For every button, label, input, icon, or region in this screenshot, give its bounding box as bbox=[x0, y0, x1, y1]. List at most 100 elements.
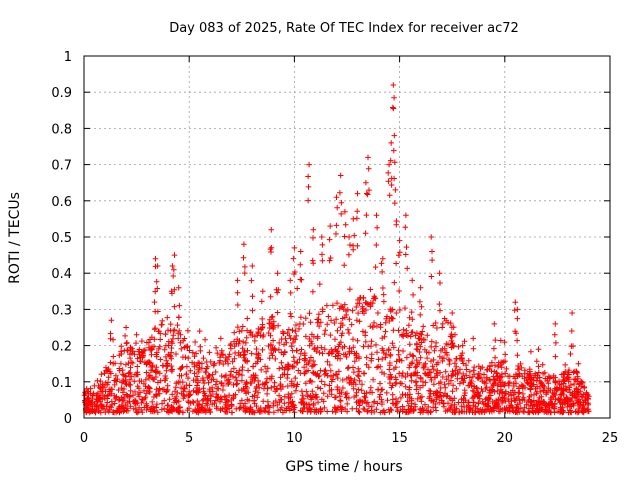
data-point bbox=[142, 347, 148, 353]
data-point bbox=[460, 371, 466, 377]
data-point bbox=[108, 317, 115, 324]
data-point bbox=[186, 405, 192, 411]
data-point bbox=[271, 318, 277, 325]
data-point bbox=[336, 341, 343, 347]
data-point bbox=[355, 310, 361, 316]
data-point bbox=[332, 336, 338, 342]
data-point bbox=[232, 391, 239, 398]
data-point bbox=[377, 391, 383, 398]
data-point bbox=[336, 305, 343, 312]
data-point bbox=[324, 408, 330, 415]
data-point bbox=[418, 398, 425, 405]
data-point bbox=[467, 374, 473, 381]
data-point bbox=[187, 368, 194, 374]
data-point bbox=[449, 368, 456, 374]
data-point bbox=[463, 372, 469, 379]
data-point bbox=[180, 338, 186, 344]
data-point bbox=[146, 344, 152, 351]
data-point bbox=[417, 406, 423, 412]
data-point bbox=[240, 323, 246, 330]
data-point bbox=[550, 393, 556, 400]
data-point bbox=[142, 383, 149, 390]
data-point bbox=[429, 257, 435, 263]
data-point bbox=[139, 354, 146, 361]
data-point bbox=[338, 389, 345, 396]
data-point bbox=[251, 392, 258, 399]
data-point bbox=[436, 380, 442, 387]
data-point bbox=[260, 288, 266, 295]
x-tick-label: 20 bbox=[497, 431, 514, 446]
data-point bbox=[471, 371, 477, 377]
data-point bbox=[551, 404, 557, 410]
data-point bbox=[196, 386, 203, 393]
data-point bbox=[303, 333, 309, 340]
data-point bbox=[253, 360, 259, 367]
data-point bbox=[141, 388, 147, 394]
data-point bbox=[377, 380, 383, 387]
data-point bbox=[374, 224, 380, 231]
data-point bbox=[514, 306, 521, 313]
data-point bbox=[155, 409, 161, 416]
data-point bbox=[514, 401, 520, 408]
data-point bbox=[454, 370, 461, 376]
data-point bbox=[226, 392, 232, 399]
data-point bbox=[363, 212, 370, 218]
data-point bbox=[370, 377, 376, 383]
data-point bbox=[449, 409, 456, 415]
data-point bbox=[277, 381, 284, 387]
data-point bbox=[408, 372, 415, 378]
data-point bbox=[344, 401, 350, 407]
data-point bbox=[131, 351, 138, 357]
data-point bbox=[535, 398, 542, 404]
data-point bbox=[259, 381, 266, 387]
data-point bbox=[223, 394, 229, 401]
data-point bbox=[306, 310, 313, 316]
data-point bbox=[451, 402, 458, 408]
data-point bbox=[153, 404, 160, 411]
data-point bbox=[391, 175, 397, 182]
data-point bbox=[384, 313, 390, 320]
data-point bbox=[585, 408, 591, 415]
data-point bbox=[194, 382, 200, 389]
data-point bbox=[397, 249, 403, 255]
data-point bbox=[498, 337, 504, 344]
x-tick-label: 10 bbox=[286, 431, 303, 446]
data-point bbox=[406, 384, 413, 391]
chart-title: Day 083 of 2025, Rate Of TEC Index for r… bbox=[169, 21, 519, 36]
data-point bbox=[368, 338, 375, 345]
data-point bbox=[437, 280, 443, 286]
data-point bbox=[300, 321, 307, 327]
data-point bbox=[229, 409, 235, 416]
data-point bbox=[327, 255, 334, 261]
data-point bbox=[250, 363, 256, 370]
data-point bbox=[291, 364, 297, 370]
data-point bbox=[173, 394, 179, 400]
data-point bbox=[291, 358, 297, 364]
data-point bbox=[562, 368, 569, 375]
y-tick-label: 0.6 bbox=[51, 195, 72, 210]
data-point bbox=[120, 371, 126, 377]
data-point bbox=[575, 386, 581, 393]
data-point bbox=[356, 300, 363, 306]
data-point bbox=[368, 385, 374, 391]
data-point bbox=[287, 290, 294, 296]
data-point bbox=[204, 364, 211, 370]
data-point bbox=[440, 374, 446, 380]
data-point bbox=[202, 336, 208, 343]
data-point bbox=[297, 261, 304, 268]
data-point bbox=[468, 381, 475, 387]
data-point bbox=[360, 328, 366, 335]
data-point bbox=[489, 359, 495, 366]
data-point bbox=[355, 372, 361, 379]
data-point bbox=[436, 270, 443, 276]
data-point bbox=[481, 371, 487, 378]
data-point bbox=[443, 393, 450, 400]
data-point bbox=[449, 310, 455, 316]
data-point bbox=[521, 397, 528, 403]
data-point bbox=[113, 372, 119, 379]
data-point bbox=[228, 345, 234, 352]
data-point bbox=[356, 409, 363, 416]
data-point bbox=[148, 408, 154, 415]
data-point bbox=[441, 403, 447, 410]
data-point bbox=[225, 361, 231, 367]
